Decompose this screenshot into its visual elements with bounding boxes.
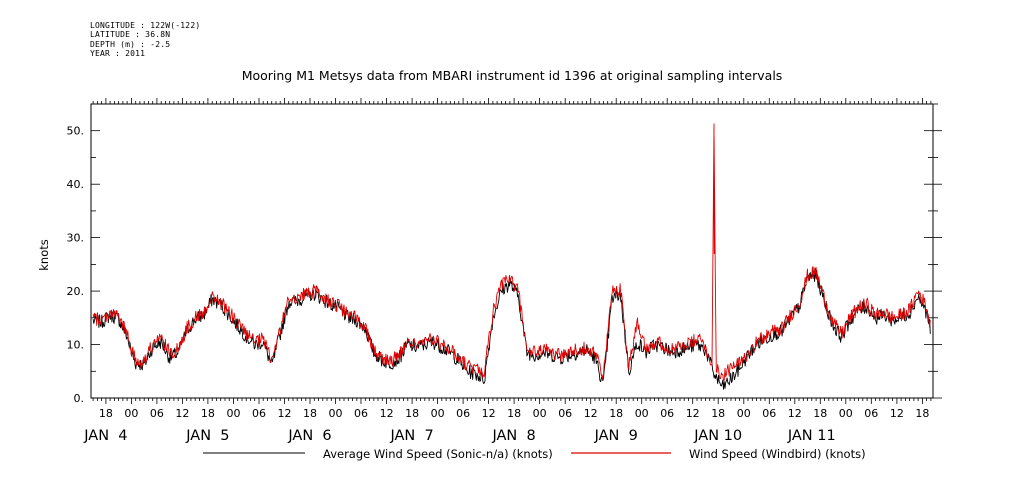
legend-label-sonic: Average Wind Speed (Sonic-n/a) (knots) <box>323 447 553 461</box>
latitude-label: LATITUDE : 36.8N <box>90 30 171 40</box>
y-tick-label: 0. <box>74 392 85 405</box>
x-hour-tick-label: 00 <box>124 407 138 420</box>
x-hour-tick-label: 00 <box>635 407 649 420</box>
x-hour-tick-label: 06 <box>150 407 164 420</box>
x-hour-tick-label: 00 <box>431 407 445 420</box>
y-tick-label: 50. <box>67 125 85 138</box>
x-hour-tick-label: 18 <box>711 407 725 420</box>
metadata-block: LONGITUDE : 122W(-122) LATITUDE : 36.8N … <box>90 21 200 58</box>
x-hour-tick-label: 06 <box>762 407 776 420</box>
x-hour-tick-label: 18 <box>609 407 623 420</box>
x-hour-tick-label: 06 <box>660 407 674 420</box>
y-tick-label: 20. <box>67 285 85 298</box>
x-hour-tick-label: 06 <box>354 407 368 420</box>
x-hour-tick-label: 18 <box>507 407 521 420</box>
x-day-label: JAN 9 <box>594 428 638 444</box>
x-hour-tick-label: 06 <box>864 407 878 420</box>
legend: Average Wind Speed (Sonic-n/a) (knots) Wi… <box>203 447 866 461</box>
x-hour-tick-label: 00 <box>737 407 751 420</box>
chart-title: Mooring M1 Metsys data from MBARI instru… <box>242 68 783 83</box>
x-hour-tick-label: 12 <box>278 407 292 420</box>
y-tick-label: 40. <box>67 178 85 191</box>
y-tick-label: 10. <box>67 339 85 352</box>
year-label: YEAR : 2011 <box>90 48 146 58</box>
longitude-label: LONGITUDE : 122W(-122) <box>90 21 201 30</box>
depth-label: DEPTH (m) : -2.5 <box>90 39 171 49</box>
x-hour-tick-label: 12 <box>380 407 394 420</box>
x-hour-tick-label: 18 <box>915 407 929 420</box>
x-hour-tick-label: 00 <box>533 407 547 420</box>
x-hour-tick-label: 18 <box>405 407 419 420</box>
x-hour-tick-label: 00 <box>839 407 853 420</box>
x-hour-tick-label: 00 <box>329 407 343 420</box>
plot-frame <box>90 103 934 399</box>
x-hour-tick-label: 06 <box>252 407 266 420</box>
series-line-windbird <box>92 123 931 382</box>
x-day-label: JAN 6 <box>287 428 331 444</box>
x-day-label: JAN 10 <box>693 428 742 444</box>
x-day-label: JAN 4 <box>83 428 127 444</box>
x-hour-tick-label: 18 <box>201 407 215 420</box>
x-hour-tick-label: 18 <box>813 407 827 420</box>
tick-labels: 18 00 06 12 18 00 06 12 18 00 06 12 18 00 06 12 18 00 06 12… <box>67 125 930 444</box>
x-day-label: JAN 7 <box>389 428 433 444</box>
x-hour-tick-label: 12 <box>788 407 802 420</box>
x-hour-tick-label: 18 <box>303 407 317 420</box>
y-axis-label: knots <box>37 239 51 271</box>
x-hour-tick-label: 18 <box>99 407 113 420</box>
series-layer <box>92 123 931 390</box>
x-hour-tick-label: 12 <box>584 407 598 420</box>
x-day-label: JAN 8 <box>491 428 535 444</box>
legend-label-windbird: Wind Speed (Windbird) (knots) <box>689 447 866 461</box>
x-day-label: JAN 5 <box>185 428 229 444</box>
x-hour-tick-label: 00 <box>227 407 241 420</box>
x-hour-tick-label: 06 <box>456 407 470 420</box>
x-hour-tick-label: 06 <box>558 407 572 420</box>
series-line-sonic <box>92 267 931 390</box>
x-hour-tick-label: 12 <box>175 407 189 420</box>
axis-ticks <box>91 98 942 404</box>
x-hour-tick-label: 12 <box>686 407 700 420</box>
y-tick-label: 30. <box>67 232 85 245</box>
x-day-label: JAN 11 <box>787 428 836 444</box>
x-hour-tick-label: 12 <box>482 407 496 420</box>
x-hour-tick-label: 12 <box>890 407 904 420</box>
